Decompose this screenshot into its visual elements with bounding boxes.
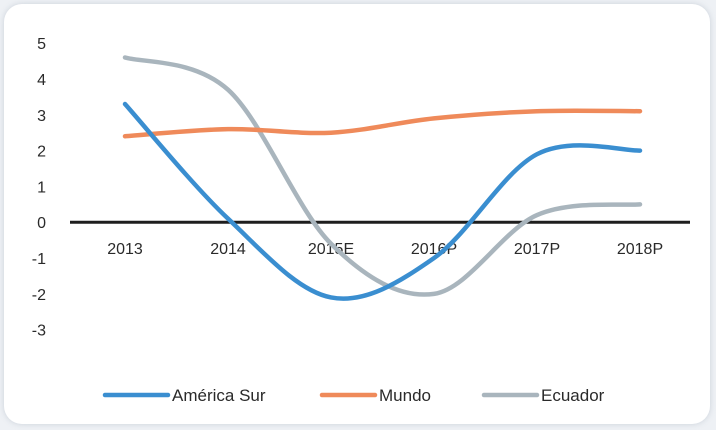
y-tick-label: 5 — [37, 36, 46, 53]
x-axis-tick-labels: 2013 2014 2015E 2016P 2017P 2018P — [107, 241, 663, 258]
y-tick-label: 0 — [37, 215, 46, 232]
series-lines — [122, 55, 643, 301]
y-tick-label: -3 — [32, 323, 46, 340]
x-tick-label: 2013 — [107, 241, 143, 258]
x-tick-label: 2016P — [411, 241, 457, 258]
series-line-mundo — [122, 108, 643, 139]
y-axis-tick-labels: -3 -2 -1 0 1 2 3 4 5 — [32, 36, 46, 340]
series-line-ecuador — [122, 55, 643, 297]
x-tick-label: 2014 — [210, 241, 246, 258]
legend-label: Ecuador — [541, 386, 605, 405]
y-tick-label: -1 — [32, 251, 46, 268]
series-line-am-rica-sur — [122, 101, 643, 301]
y-tick-label: 2 — [37, 144, 46, 161]
legend-label: Mundo — [379, 386, 431, 405]
chart-card — [4, 4, 710, 424]
x-tick-label: 2017P — [514, 241, 560, 258]
legend-label: América Sur — [172, 386, 266, 405]
legend: América Sur Mundo Ecuador — [102, 386, 605, 405]
y-tick-label: -2 — [32, 287, 46, 304]
x-tick-label: 2018P — [617, 241, 663, 258]
y-tick-label: 4 — [37, 72, 46, 89]
y-tick-label: 1 — [37, 179, 46, 196]
y-tick-label: 3 — [37, 108, 46, 125]
